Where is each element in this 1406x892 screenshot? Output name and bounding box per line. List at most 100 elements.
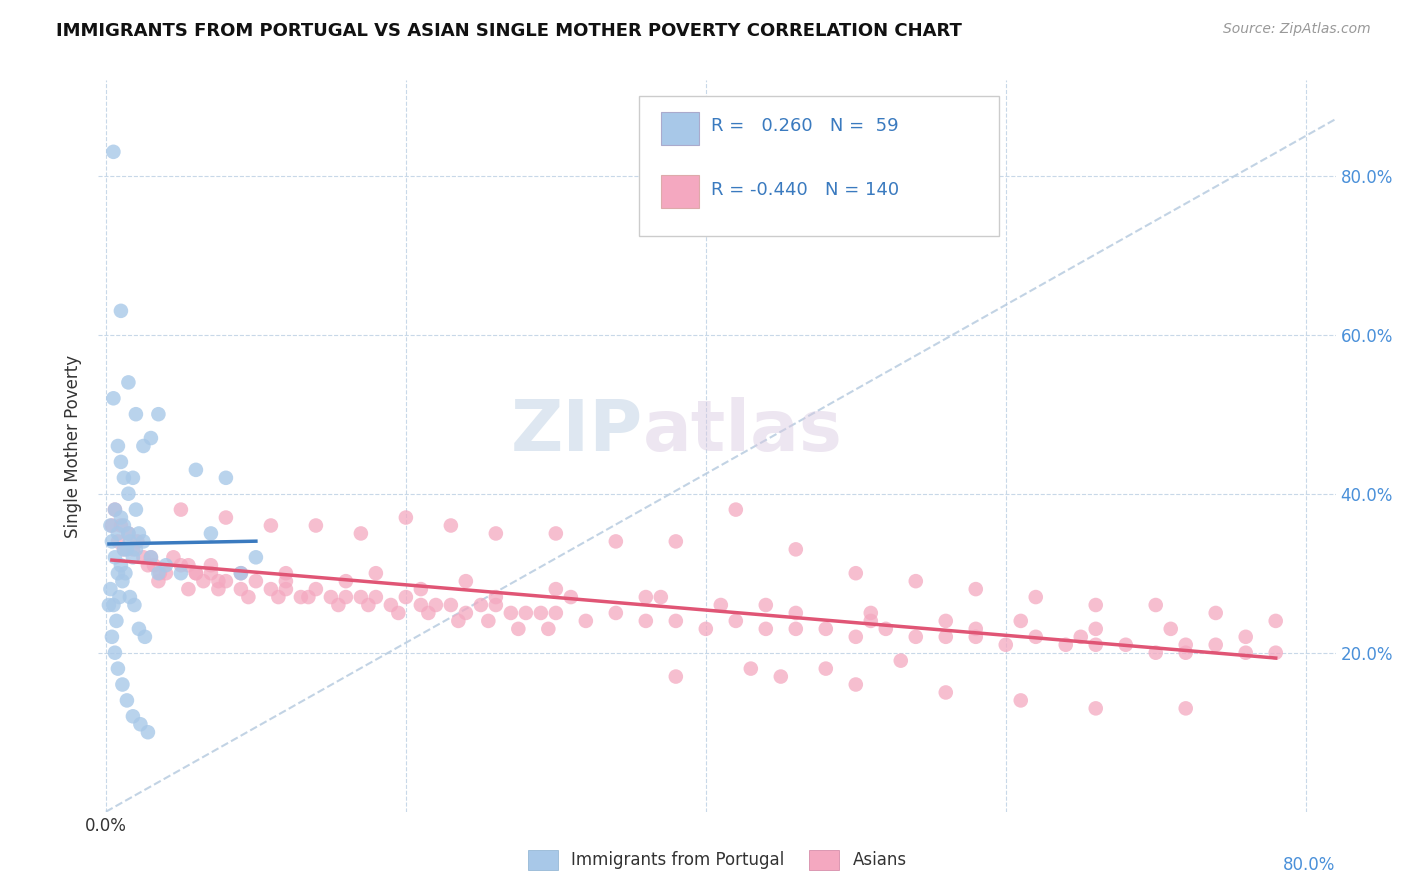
Point: [634, 614, 657, 628]
FancyBboxPatch shape: [661, 112, 699, 145]
Point: [127, 534, 149, 549]
Point: [1010, 614, 1032, 628]
Point: [101, 518, 124, 533]
Point: [104, 646, 127, 660]
Point: [537, 622, 560, 636]
Point: [665, 669, 688, 683]
Point: [845, 566, 868, 581]
Point: [1264, 646, 1286, 660]
Point: [297, 590, 319, 604]
Point: [634, 590, 657, 604]
Point: [215, 574, 238, 589]
Point: [260, 518, 283, 533]
Point: [814, 622, 837, 636]
Point: [103, 145, 125, 159]
Point: [177, 558, 200, 573]
Point: [904, 630, 927, 644]
Point: [128, 622, 150, 636]
Point: [114, 566, 136, 581]
Point: [785, 542, 807, 557]
Point: [1174, 638, 1197, 652]
Point: [1264, 614, 1286, 628]
Point: [110, 510, 132, 524]
Point: [124, 598, 146, 612]
Point: [395, 590, 418, 604]
Point: [184, 566, 207, 581]
Point: [103, 598, 125, 612]
Point: [115, 693, 138, 707]
Point: [117, 526, 139, 541]
Point: [207, 582, 229, 596]
Point: [965, 622, 987, 636]
Point: [104, 502, 127, 516]
Point: [447, 614, 470, 628]
Point: [350, 590, 373, 604]
Point: [200, 566, 222, 581]
Point: [875, 622, 897, 636]
Point: [845, 677, 868, 691]
Point: [409, 598, 432, 612]
Point: [229, 566, 252, 581]
Point: [105, 614, 128, 628]
Point: [200, 526, 222, 541]
Point: [139, 550, 162, 565]
Point: [170, 502, 193, 516]
Point: [935, 614, 957, 628]
Point: [117, 376, 139, 390]
Point: [814, 662, 837, 676]
Point: [170, 566, 193, 581]
Point: [118, 590, 141, 604]
Point: [477, 614, 499, 628]
Point: [1084, 622, 1107, 636]
Point: [149, 566, 172, 581]
Point: [274, 574, 297, 589]
Y-axis label: Single Mother Poverty: Single Mother Poverty: [65, 354, 83, 538]
Point: [245, 574, 267, 589]
Point: [100, 582, 122, 596]
Point: [387, 606, 409, 620]
Point: [112, 542, 135, 557]
Point: [128, 526, 150, 541]
Point: [350, 526, 373, 541]
Point: [724, 502, 747, 516]
Point: [454, 574, 477, 589]
Point: [245, 550, 267, 565]
Point: [118, 534, 141, 549]
Point: [305, 518, 328, 533]
Point: [170, 558, 193, 573]
Point: [605, 534, 627, 549]
Point: [193, 574, 215, 589]
Point: [148, 574, 170, 589]
Point: [122, 471, 145, 485]
Point: [290, 590, 312, 604]
Point: [260, 582, 283, 596]
FancyBboxPatch shape: [661, 176, 699, 209]
Point: [155, 558, 177, 573]
Text: ZIP: ZIP: [510, 397, 643, 466]
Point: [107, 534, 129, 549]
Point: [1160, 622, 1182, 636]
Point: [1144, 598, 1167, 612]
Text: R = -0.440   N = 140: R = -0.440 N = 140: [711, 181, 898, 199]
Point: [395, 510, 418, 524]
Point: [965, 630, 987, 644]
Point: [508, 622, 530, 636]
Point: [200, 558, 222, 573]
Point: [112, 518, 135, 533]
Point: [364, 590, 387, 604]
Legend: Immigrants from Portugal, Asians: Immigrants from Portugal, Asians: [520, 843, 914, 877]
Point: [110, 303, 132, 318]
Point: [162, 550, 184, 565]
Point: [107, 526, 129, 541]
Point: [122, 542, 145, 557]
Point: [544, 526, 567, 541]
Text: 80.0%: 80.0%: [1284, 855, 1336, 873]
Point: [177, 582, 200, 596]
Point: [890, 654, 912, 668]
Point: [136, 558, 159, 573]
Point: [117, 526, 139, 541]
Point: [110, 518, 132, 533]
Point: [1205, 606, 1227, 620]
Point: [103, 392, 125, 406]
Point: [101, 534, 124, 549]
